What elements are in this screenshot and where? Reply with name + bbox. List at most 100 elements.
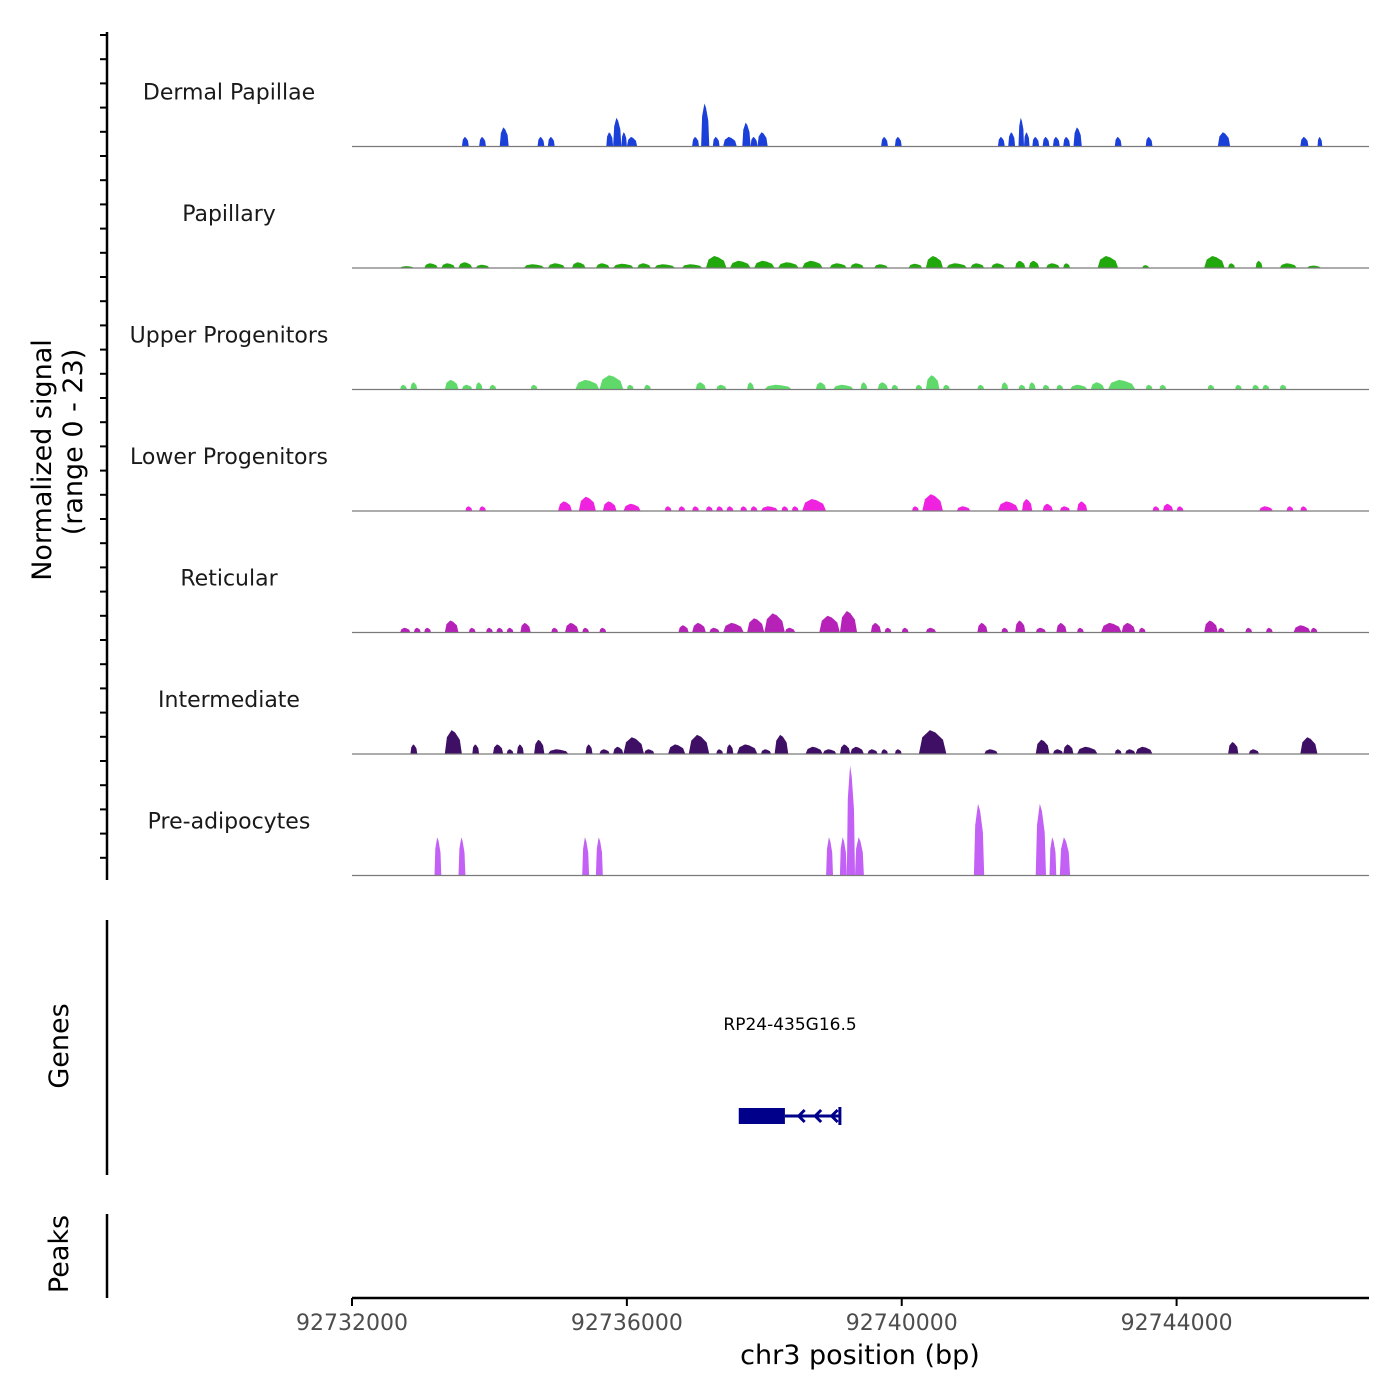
coverage-peak: [912, 506, 919, 511]
coverage-peak: [829, 263, 847, 268]
coverage-peak: [537, 136, 545, 147]
coverage-peak: [802, 260, 823, 268]
coverage-peak: [1008, 132, 1016, 147]
coverage-peak: [688, 734, 710, 754]
track-0: Dermal Papillae: [143, 81, 1369, 148]
coverage-peak: [839, 837, 847, 876]
coverage-peak: [1176, 506, 1184, 511]
coverage-peak: [599, 627, 607, 633]
coverage-peak: [867, 749, 878, 754]
coverage-peak: [613, 746, 624, 754]
coverage-peak: [575, 379, 600, 390]
coverage-peak: [946, 263, 967, 268]
coverage-peak: [1262, 384, 1270, 390]
coverage-peak: [1090, 382, 1105, 390]
strand-arrow-icon: [796, 1108, 806, 1124]
coverage-peak: [637, 263, 651, 268]
coverage-peak: [1245, 627, 1253, 633]
coverage-peak: [1248, 749, 1260, 754]
coverage-peak: [1035, 739, 1050, 754]
track-4: Reticular: [180, 567, 1369, 634]
coverage-peak: [547, 136, 555, 147]
coverage-peak: [901, 627, 909, 633]
coverage-peak: [441, 263, 456, 268]
coverage-peak: [692, 622, 706, 633]
coverage-peak: [764, 613, 785, 633]
coverage-peak: [819, 615, 840, 633]
track-label: Lower Progenitors: [130, 445, 328, 470]
coverage-peak: [833, 384, 854, 390]
coverage-peak: [613, 117, 622, 147]
coverage-peak: [1001, 382, 1009, 390]
coverage-peak: [1107, 379, 1136, 390]
coverage-peak: [551, 627, 559, 633]
coverage-peak: [1217, 132, 1231, 147]
coverage-peak: [681, 264, 703, 268]
coverage-peak: [547, 749, 569, 754]
coverage-peak: [1056, 384, 1064, 390]
coverage-peak: [1042, 136, 1050, 147]
signal-axis-ticks: [100, 34, 107, 859]
coverage-peak: [1162, 503, 1174, 511]
track-label: Reticular: [180, 567, 278, 592]
coverage-peak: [506, 627, 514, 633]
coverage-peak: [908, 263, 923, 268]
coverage-peak: [1228, 263, 1235, 268]
coverage-peak: [602, 501, 617, 511]
coverage-peak: [1035, 803, 1046, 876]
coverage-peak: [644, 749, 655, 754]
coverage-peak: [760, 749, 772, 754]
coverage-peak: [475, 264, 490, 268]
coverage-peak: [523, 264, 545, 268]
coverage-peak: [723, 136, 737, 147]
peaks-section-title: Peaks: [44, 1215, 75, 1293]
coverage-peak: [1059, 837, 1071, 876]
track-label: Dermal Papillae: [143, 81, 315, 106]
x-tick-label: 92736000: [571, 1311, 683, 1336]
coverage-peak: [997, 136, 1005, 147]
gene-exon: [740, 1108, 785, 1124]
coverage-peak: [520, 622, 531, 633]
coverage-peak: [492, 744, 504, 754]
coverage-peak: [925, 375, 940, 390]
coverage-peak: [925, 627, 937, 633]
coverage-peak: [1204, 256, 1225, 268]
coverage-peak: [530, 384, 538, 390]
coverage-peak: [925, 256, 943, 268]
strand-arrow-icon: [829, 1108, 839, 1124]
coverage-peak: [709, 627, 720, 633]
coverage-peak: [1056, 622, 1067, 633]
coverage-peak: [1015, 260, 1026, 268]
coverage-peak: [870, 622, 882, 633]
track-label: Pre-adipocytes: [148, 810, 311, 835]
coverage-peak: [815, 382, 827, 390]
coverage-peak: [977, 622, 988, 633]
coverage-peak: [750, 136, 758, 147]
genes-section-title: Genes: [44, 1003, 75, 1088]
coverage-peak: [726, 506, 734, 511]
coverage-peak: [472, 744, 480, 754]
coverage-peak: [701, 103, 710, 147]
coverage-peak: [613, 263, 634, 268]
coverage-peak: [747, 618, 765, 633]
coverage-peak: [716, 384, 727, 390]
coverage-peak: [754, 260, 775, 268]
coverage-peak: [1001, 627, 1009, 633]
coverage-peak: [434, 837, 442, 876]
coverage-peak: [1032, 136, 1040, 147]
coverage-peak: [599, 749, 610, 754]
coverage-peak: [1024, 132, 1030, 147]
coverage-peak: [695, 382, 706, 390]
coverage-peak: [1046, 263, 1060, 268]
coverage-peak: [499, 127, 509, 147]
coverage-peak: [1059, 506, 1071, 511]
coverage-peak: [626, 136, 638, 147]
coverage-peak: [1317, 136, 1323, 147]
coverage-peak: [1259, 506, 1273, 511]
coverage-tracks: Dermal Papillae Papillary Upper Progenitor…: [130, 81, 1369, 877]
coverage-peak: [400, 627, 411, 633]
track-3: Lower Progenitors: [130, 445, 1369, 512]
coverage-peak: [1300, 737, 1318, 754]
coverage-peak: [1145, 136, 1153, 147]
coverage-peak: [595, 837, 603, 876]
